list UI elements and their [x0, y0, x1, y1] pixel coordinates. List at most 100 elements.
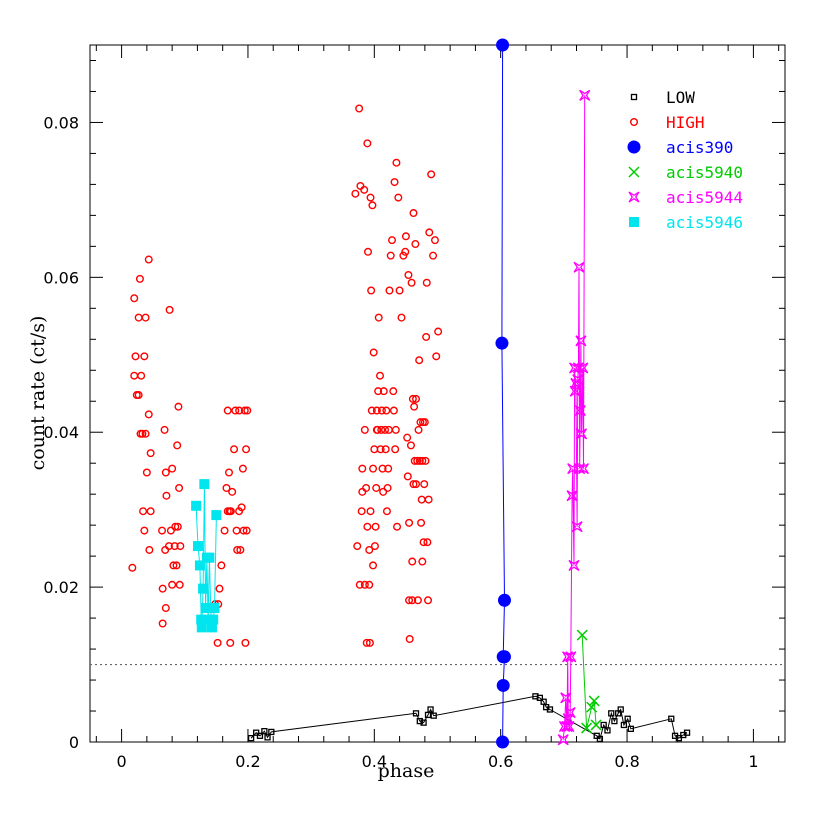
data-point-high — [405, 596, 414, 605]
data-point-high — [403, 472, 412, 481]
data-point-low — [620, 721, 628, 729]
data-point-acis5944 — [565, 651, 577, 663]
data-point-low — [261, 728, 268, 735]
data-point-high — [372, 406, 381, 415]
data-point-high — [142, 468, 151, 477]
data-point-acis390 — [497, 650, 511, 664]
data-point-high — [161, 468, 170, 477]
data-point-low — [683, 729, 691, 736]
data-point-high — [224, 468, 233, 477]
data-point-high — [390, 178, 399, 187]
data-point-high — [161, 604, 170, 613]
data-point-high — [356, 181, 365, 190]
legend-item-acis5940: acis5940 — [628, 163, 743, 182]
data-point-low — [608, 710, 615, 717]
data-point-high — [137, 371, 146, 380]
data-point-high — [401, 232, 410, 241]
data-point-acis390 — [496, 38, 510, 52]
data-point-high — [379, 387, 388, 396]
legend-item-high: HIGH — [630, 113, 705, 132]
data-point-high — [176, 542, 185, 551]
y-axis-title: count rate (ct/s) — [27, 316, 49, 471]
series-line-acis390 — [501, 44, 506, 743]
data-point-high — [358, 464, 367, 473]
data-point-high — [418, 557, 427, 566]
data-point-high — [164, 542, 173, 551]
data-point-high — [395, 286, 404, 295]
data-point-low — [420, 719, 427, 726]
data-point-low — [412, 710, 420, 717]
data-point-high — [130, 294, 139, 303]
series-acis390 — [495, 38, 511, 749]
data-point-high — [383, 483, 392, 492]
legend-label: acis5940 — [666, 163, 743, 182]
data-point-high — [413, 456, 422, 465]
data-point-high — [226, 638, 235, 647]
data-point-high — [394, 193, 403, 202]
data-point-high — [172, 561, 181, 570]
x-tick-label: 1 — [748, 752, 758, 771]
legend-label: LOW — [666, 88, 695, 107]
data-point-high — [355, 580, 364, 589]
legend-item-acis390: acis390 — [627, 138, 733, 157]
data-point-acis5946 — [191, 500, 202, 511]
data-point-high — [138, 429, 147, 438]
legend-marker — [630, 93, 638, 101]
data-point-high — [161, 545, 170, 554]
data-point-high — [376, 371, 385, 380]
data-point-acis5944 — [566, 490, 578, 502]
legend: LOW HIGH acis390 acis5940 acis5944 acis5946 — [627, 88, 743, 232]
data-point-low — [611, 717, 618, 725]
data-point-high — [368, 201, 377, 210]
data-point-low — [416, 717, 423, 725]
data-point-low — [430, 712, 437, 719]
data-point-high — [415, 356, 424, 365]
data-point-high — [377, 425, 386, 434]
data-point-acis5944 — [572, 374, 584, 386]
data-point-acis5944 — [569, 385, 581, 397]
data-point-high — [369, 561, 378, 570]
data-point-high — [165, 305, 174, 314]
data-point-high — [237, 503, 246, 512]
series-high — [128, 104, 443, 647]
data-point-high — [376, 445, 385, 454]
data-point-high — [389, 387, 398, 396]
data-point-low — [546, 706, 554, 713]
legend-marker — [627, 140, 641, 154]
data-point-high — [168, 580, 177, 589]
data-point-acis5944 — [562, 713, 574, 725]
data-point-high — [413, 596, 422, 605]
data-point-acis5946 — [204, 552, 215, 563]
data-point-high — [430, 236, 439, 245]
data-point-acis5946 — [206, 622, 217, 633]
data-point-low — [617, 706, 624, 713]
data-point-acis5940 — [581, 722, 593, 734]
data-point-high — [408, 394, 417, 403]
tick-labels: 0 0.2 0.4 0.6 0.8 1 0 0.02 0.04 0.06 0.08 — [43, 113, 758, 771]
data-point-acis5944 — [571, 521, 583, 533]
data-point-acis5946 — [194, 560, 205, 571]
data-point-high — [226, 507, 235, 516]
data-point-high — [166, 526, 175, 535]
data-point-high — [236, 545, 245, 554]
data-point-high — [170, 542, 179, 551]
data-point-acis5944 — [576, 428, 588, 440]
data-point-high — [407, 278, 416, 287]
data-point-high — [408, 596, 417, 605]
data-point-high — [378, 464, 387, 473]
x-tick-label: 0.4 — [362, 752, 387, 771]
y-tick-label: 0.08 — [43, 113, 79, 132]
legend-item-acis5946: acis5946 — [629, 213, 743, 232]
data-point-high — [412, 394, 421, 403]
data-point-acis5946 — [209, 603, 220, 614]
data-point-high — [389, 406, 398, 415]
data-point-high — [371, 522, 380, 531]
data-point-high — [145, 545, 154, 554]
data-point-high — [369, 348, 378, 357]
data-point-low — [256, 732, 264, 739]
data-point-high — [391, 445, 400, 454]
data-point-acis5946 — [200, 603, 211, 614]
x-axis-title: phase — [378, 760, 435, 782]
data-point-acis5946 — [198, 583, 209, 594]
